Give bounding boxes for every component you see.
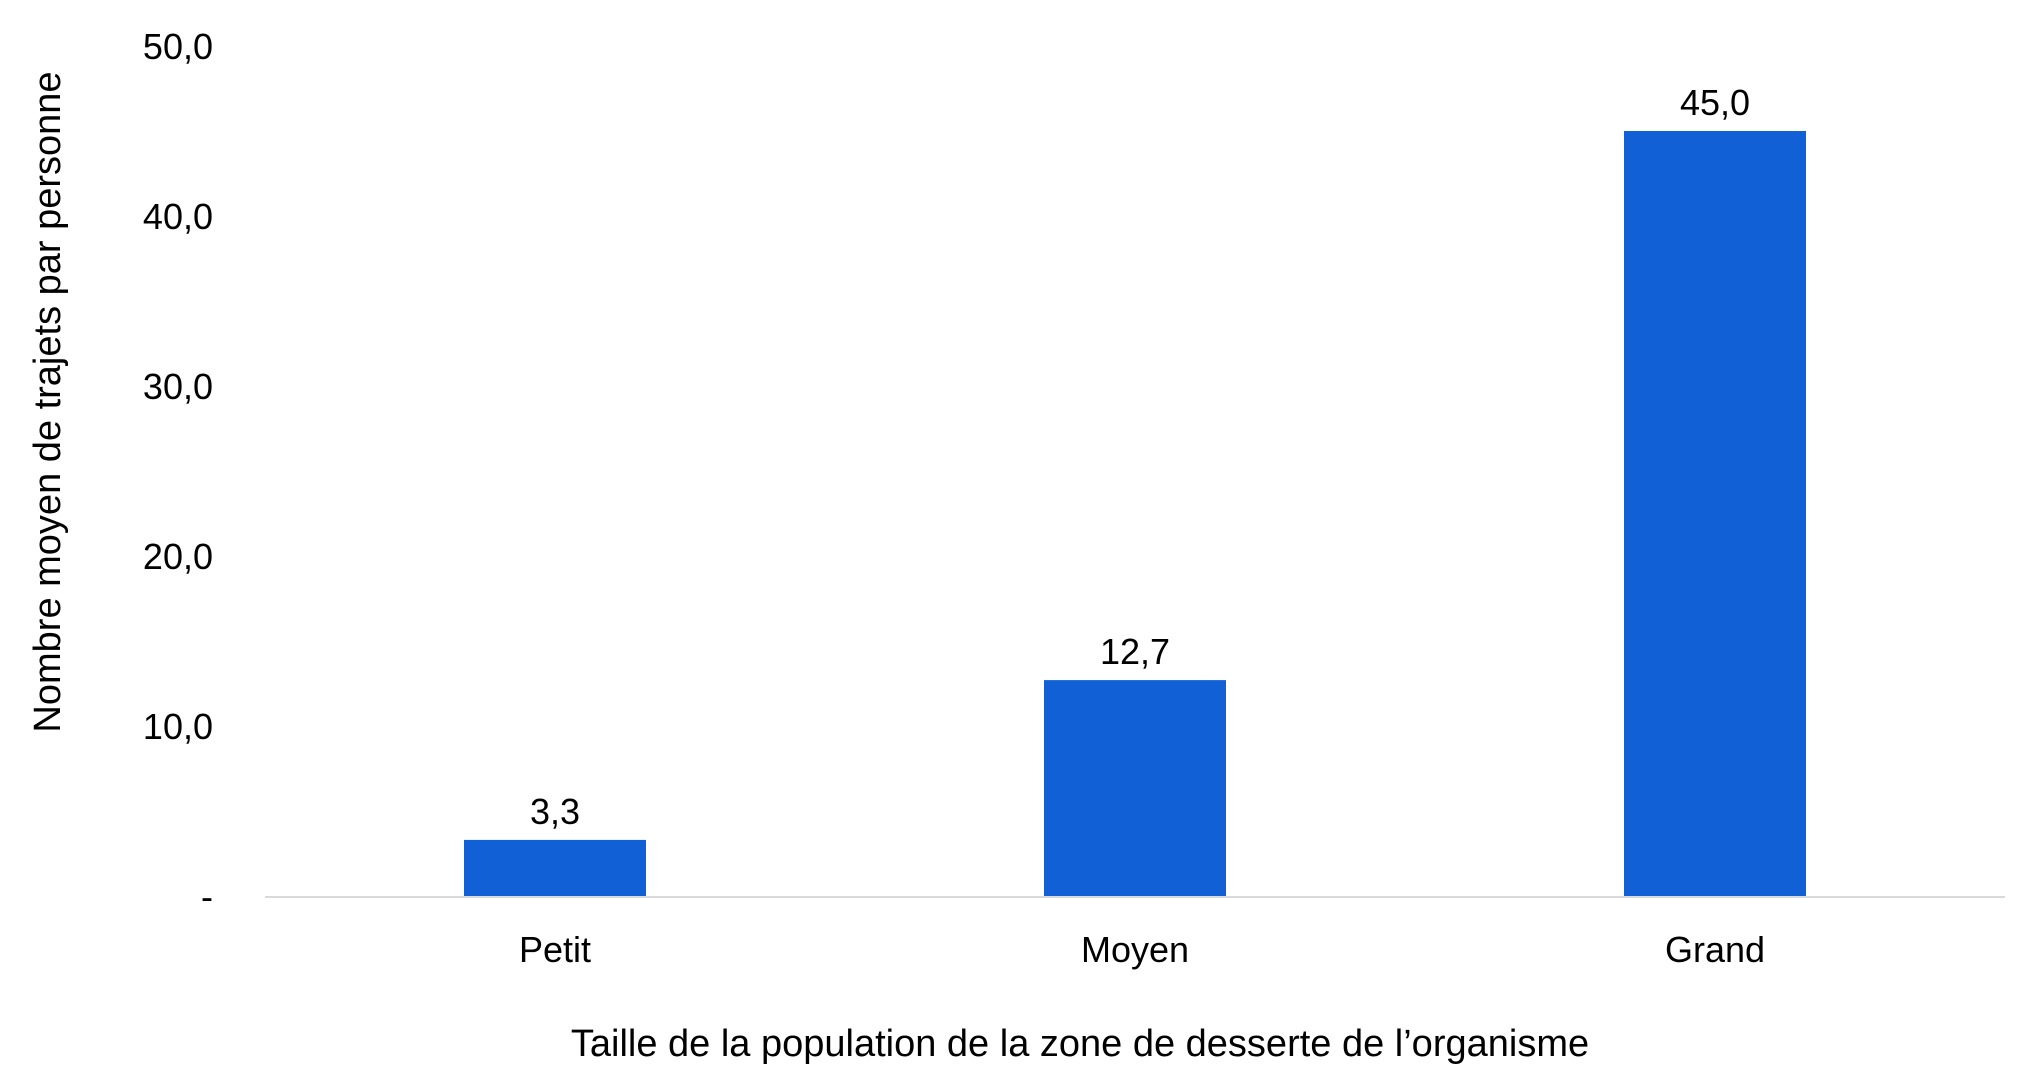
data-label: 3,3 xyxy=(530,791,580,832)
x-category-label: Moyen xyxy=(1081,929,1189,970)
y-tick-label: 10,0 xyxy=(143,706,213,747)
y-tick-label: 40,0 xyxy=(143,196,213,237)
y-axis-title: Nombre moyen de trajets par personne xyxy=(27,71,69,732)
bar-moyen xyxy=(1044,680,1226,896)
bars xyxy=(464,131,1806,896)
data-labels: 3,3 12,7 45,0 xyxy=(530,82,1750,832)
y-axis-ticks: - 10,0 20,0 30,0 40,0 50,0 xyxy=(143,26,213,917)
y-tick-label: - xyxy=(201,876,213,917)
x-axis-title: Taille de la population de la zone de de… xyxy=(571,1023,1589,1065)
data-label: 45,0 xyxy=(1680,82,1750,123)
x-category-label: Grand xyxy=(1665,929,1765,970)
y-tick-label: 50,0 xyxy=(143,26,213,67)
bar-grand xyxy=(1624,131,1806,896)
y-tick-label: 20,0 xyxy=(143,536,213,577)
bar-petit xyxy=(464,839,646,896)
x-axis-category-labels: Petit Moyen Grand xyxy=(519,929,1765,970)
y-tick-label: 30,0 xyxy=(143,366,213,407)
x-category-label: Petit xyxy=(519,929,591,970)
data-label: 12,7 xyxy=(1100,631,1170,672)
